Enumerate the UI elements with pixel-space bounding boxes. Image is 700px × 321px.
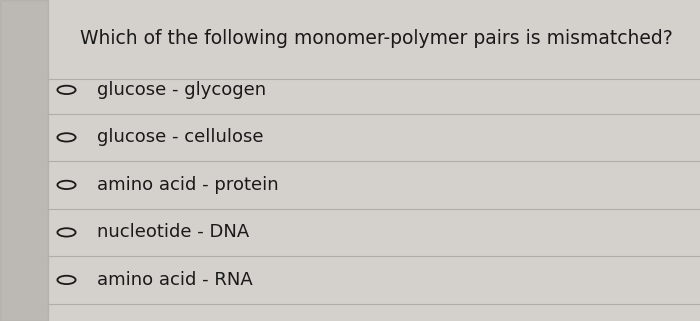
Text: amino acid - RNA: amino acid - RNA	[97, 271, 253, 289]
Text: glucose - cellulose: glucose - cellulose	[97, 128, 263, 146]
Bar	[0, 0, 48, 321]
Text: nucleotide - DNA: nucleotide - DNA	[97, 223, 249, 241]
Text: glucose - glycogen: glucose - glycogen	[97, 81, 266, 99]
Text: Which of the following monomer-polymer pairs is mismatched?: Which of the following monomer-polymer p…	[80, 29, 673, 48]
Text: amino acid - protein: amino acid - protein	[97, 176, 278, 194]
